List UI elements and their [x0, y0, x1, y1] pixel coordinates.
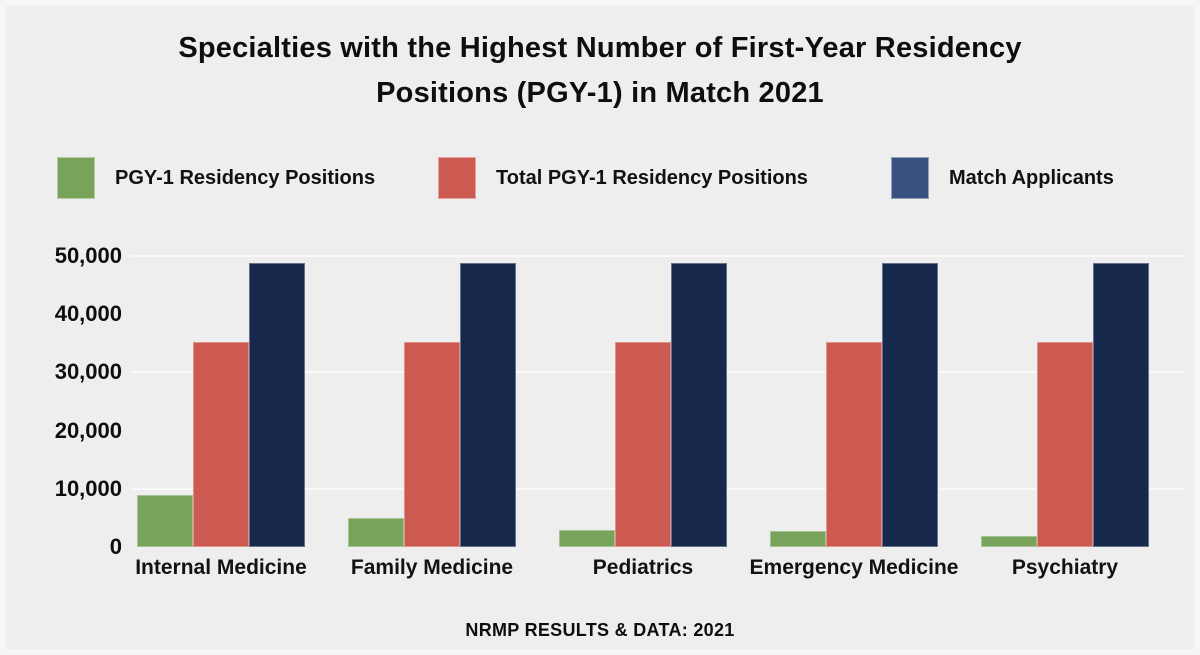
gridline-50000: [130, 255, 1185, 257]
bar-total-pgy-1-residency-positions-pediatrics: [615, 342, 671, 547]
y-axis-tick-label: 10,000: [54, 475, 122, 501]
bar-match-applicants-emergency-medicine: [882, 263, 938, 547]
legend-swatch-icon: [438, 157, 476, 199]
x-axis-category-label: Psychiatry: [1011, 556, 1119, 579]
x-axis-category-label: Family Medicine: [350, 556, 514, 579]
bar-match-applicants-psychiatry: [1093, 263, 1149, 547]
bar-match-applicants-pediatrics: [671, 263, 727, 547]
y-axis-tick-label: 40,000: [54, 301, 122, 327]
y-axis-tick-label: 0: [109, 534, 122, 559]
bar-group-emergency-medicine: [770, 256, 938, 547]
bar-group-family-medicine: [348, 256, 516, 547]
bar-pgy-1-residency-positions-emergency-medicine: [770, 531, 826, 547]
bar-pgy-1-residency-positions-psychiatry: [981, 536, 1037, 547]
legend-label: PGY-1 Residency Positions: [115, 166, 376, 189]
source-caption: NRMP RESULTS & DATA: 2021: [465, 620, 735, 640]
chart-title: Specialties with the Highest Number of F…: [0, 26, 1200, 116]
legend-label: Total PGY-1 Residency Positions: [496, 166, 808, 189]
bar-pgy-1-residency-positions-internal-medicine: [137, 495, 193, 547]
bar-group-pediatrics: [559, 256, 727, 547]
legend-swatch-icon: [891, 157, 929, 199]
bar-match-applicants-family-medicine: [460, 263, 516, 547]
y-axis-tick-label: 50,000: [54, 243, 122, 268]
bar-group-internal-medicine: [137, 256, 305, 547]
bar-total-pgy-1-residency-positions-internal-medicine: [193, 342, 249, 547]
bar-total-pgy-1-residency-positions-psychiatry: [1037, 342, 1093, 547]
bar-total-pgy-1-residency-positions-emergency-medicine: [826, 342, 882, 547]
legend-item-pgy-1-residency-positions: PGY-1 Residency Positions: [57, 157, 375, 199]
bar-total-pgy-1-residency-positions-family-medicine: [404, 342, 460, 547]
bar-pgy-1-residency-positions-pediatrics: [559, 530, 615, 547]
y-axis-tick-label: 20,000: [54, 417, 122, 443]
bar-group-psychiatry: [981, 256, 1149, 547]
legend-item-match-applicants: Match Applicants: [891, 157, 1114, 199]
bar-match-applicants-internal-medicine: [249, 263, 305, 547]
x-axis-category-label: Pediatrics: [592, 556, 694, 579]
y-axis-tick-label: 30,000: [54, 359, 122, 385]
legend-swatch-icon: [57, 157, 95, 199]
x-axis-category-label: Internal Medicine: [135, 556, 307, 579]
legend-item-total-pgy-1-residency-positions: Total PGY-1 Residency Positions: [438, 157, 808, 199]
chart-title-line-2: Positions (PGY-1) in Match 2021: [376, 77, 824, 109]
x-axis-category-label: Emergency Medicine: [749, 556, 959, 579]
bar-pgy-1-residency-positions-family-medicine: [348, 518, 404, 547]
chart-title-line-1: Specialties with the Highest Number of F…: [178, 32, 1022, 64]
legend-label: Match Applicants: [949, 166, 1114, 189]
